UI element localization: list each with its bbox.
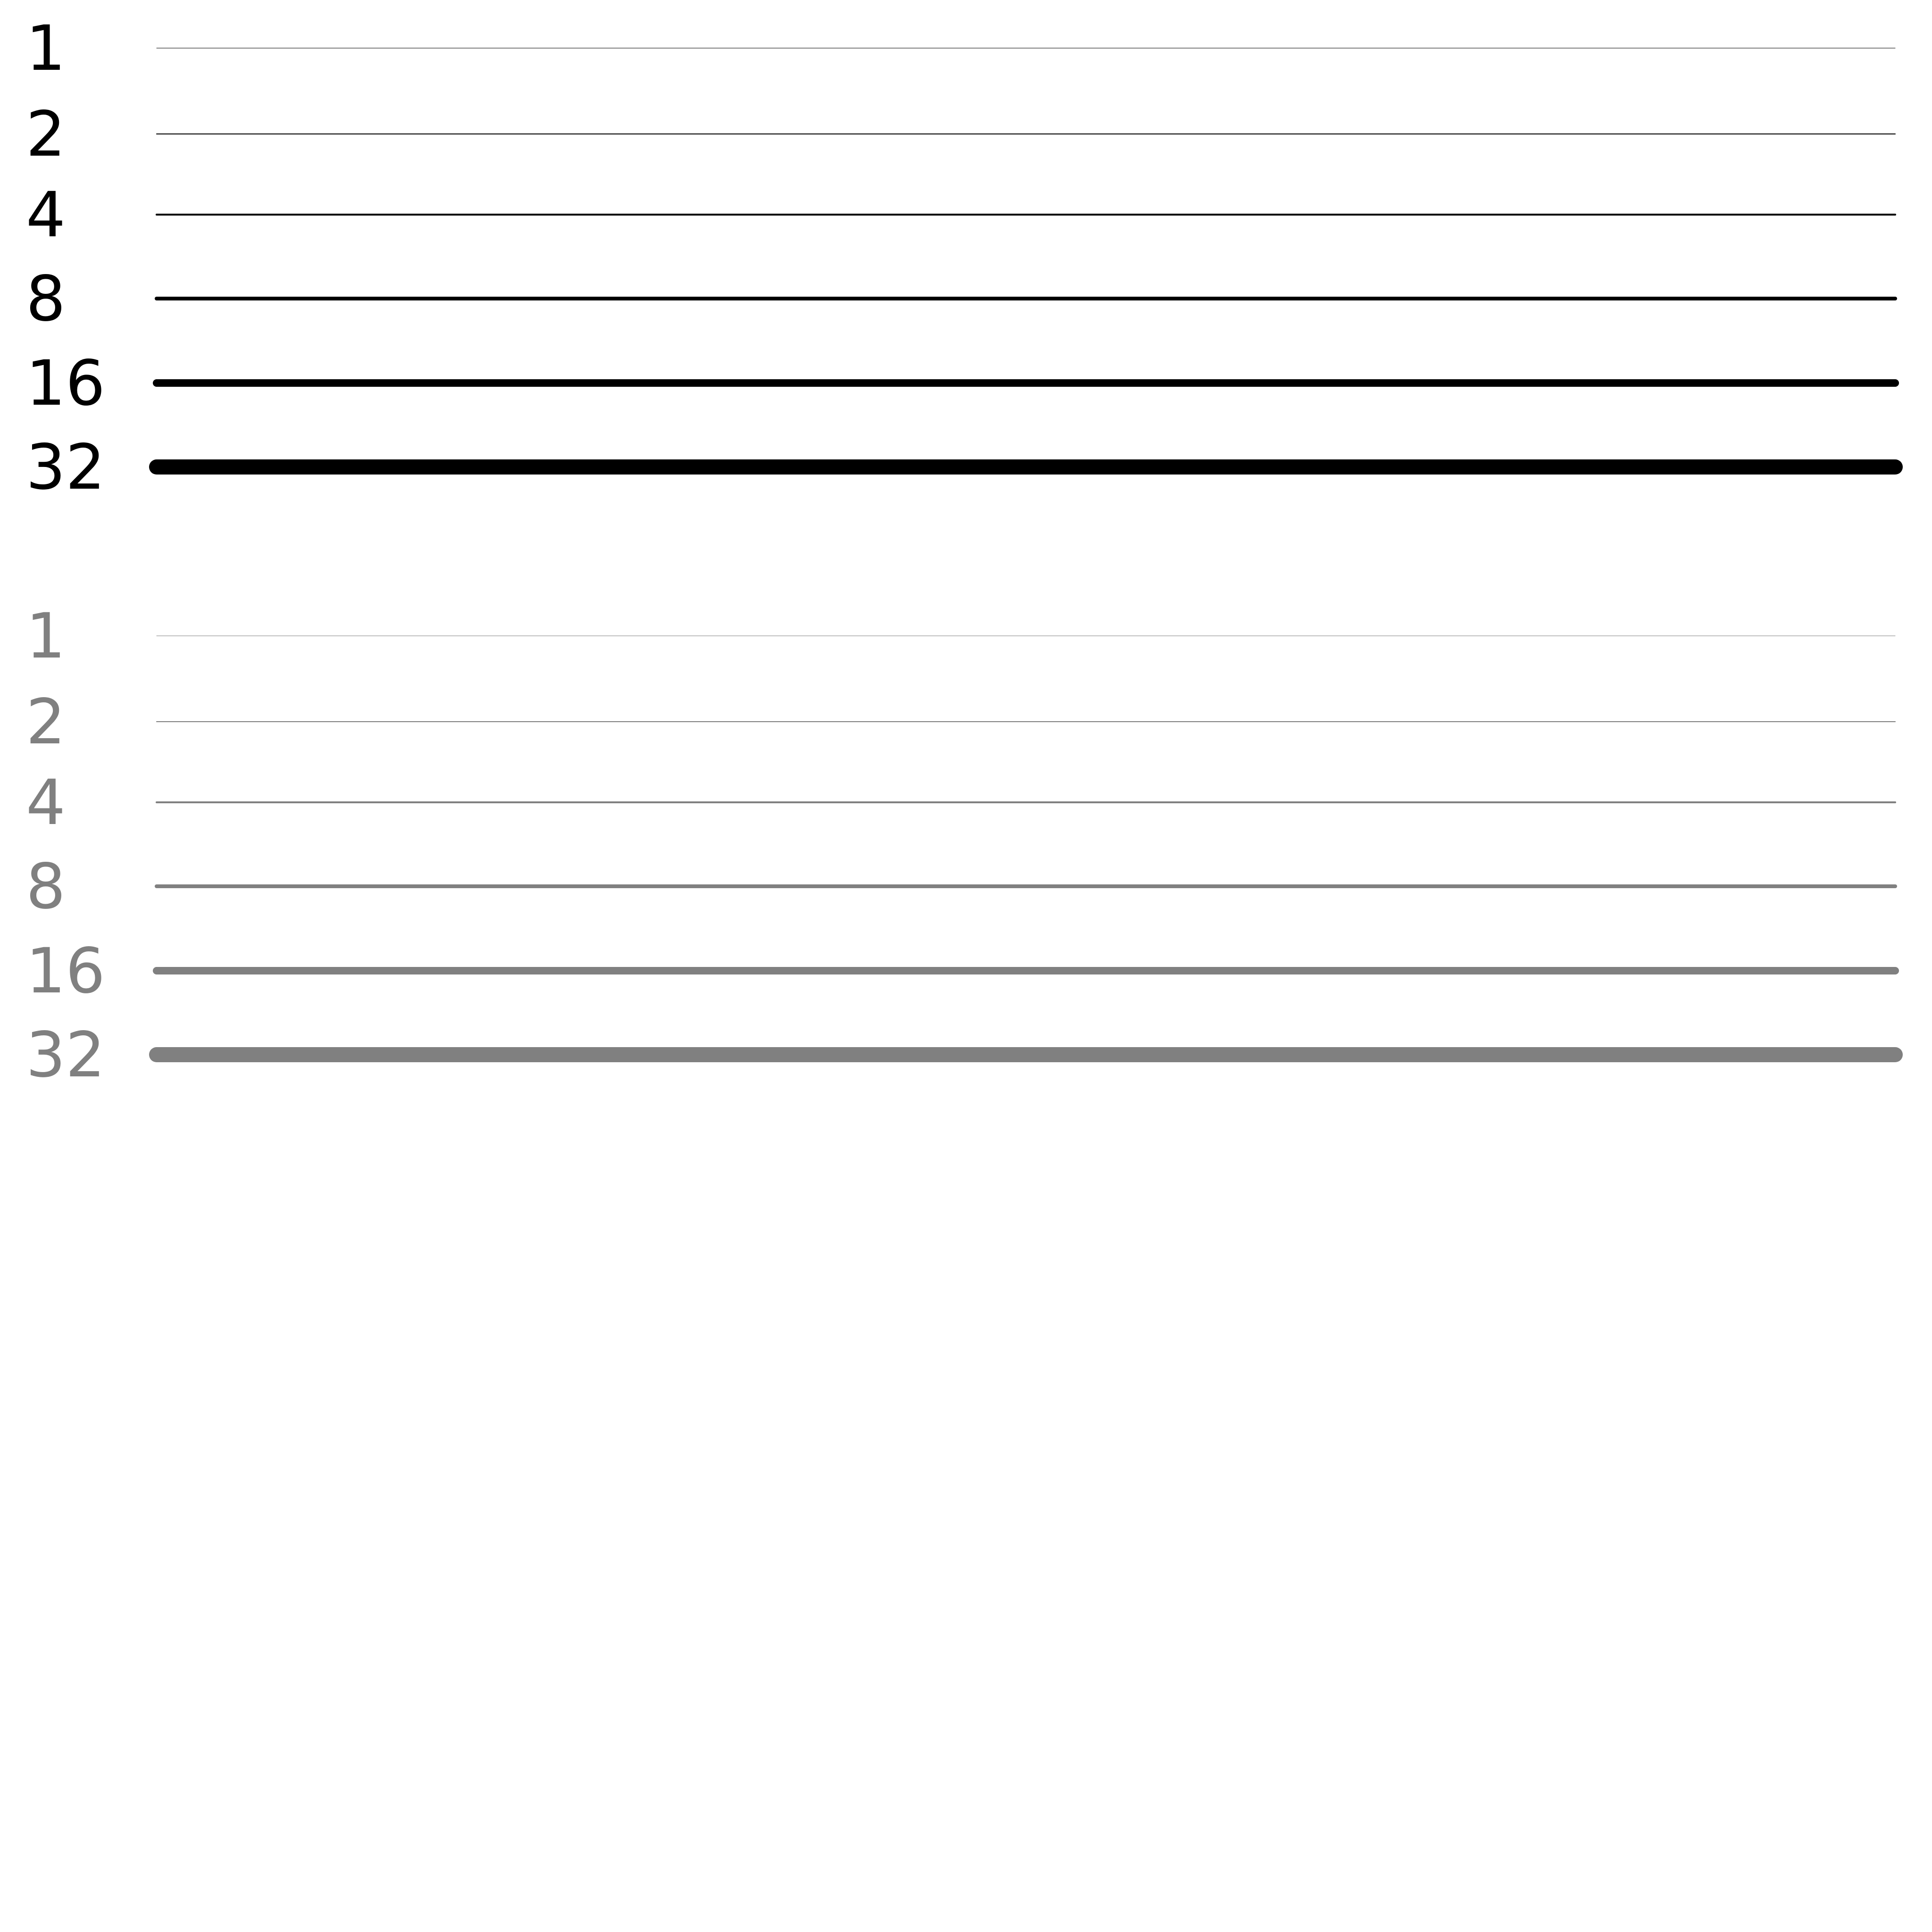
weight-label-8: 8 [26, 263, 66, 335]
gray-set-group: 1 2 4 8 16 32 [26, 600, 1903, 1091]
weight-label-2: 2 [26, 686, 66, 758]
weight-label-32: 32 [26, 431, 105, 504]
weight-label-4: 4 [26, 179, 66, 251]
weight-label-32: 32 [26, 1019, 105, 1091]
weight-label-4: 4 [26, 766, 66, 839]
weight-label-2: 2 [26, 98, 66, 171]
weight-label-16: 16 [26, 935, 105, 1008]
weight-label-16: 16 [26, 347, 105, 420]
weight-label-1: 1 [26, 600, 66, 673]
weight-label-1: 1 [26, 12, 66, 85]
black-set-group: 1 2 4 8 16 32 [26, 12, 1903, 504]
weight-label-8: 8 [26, 850, 66, 923]
